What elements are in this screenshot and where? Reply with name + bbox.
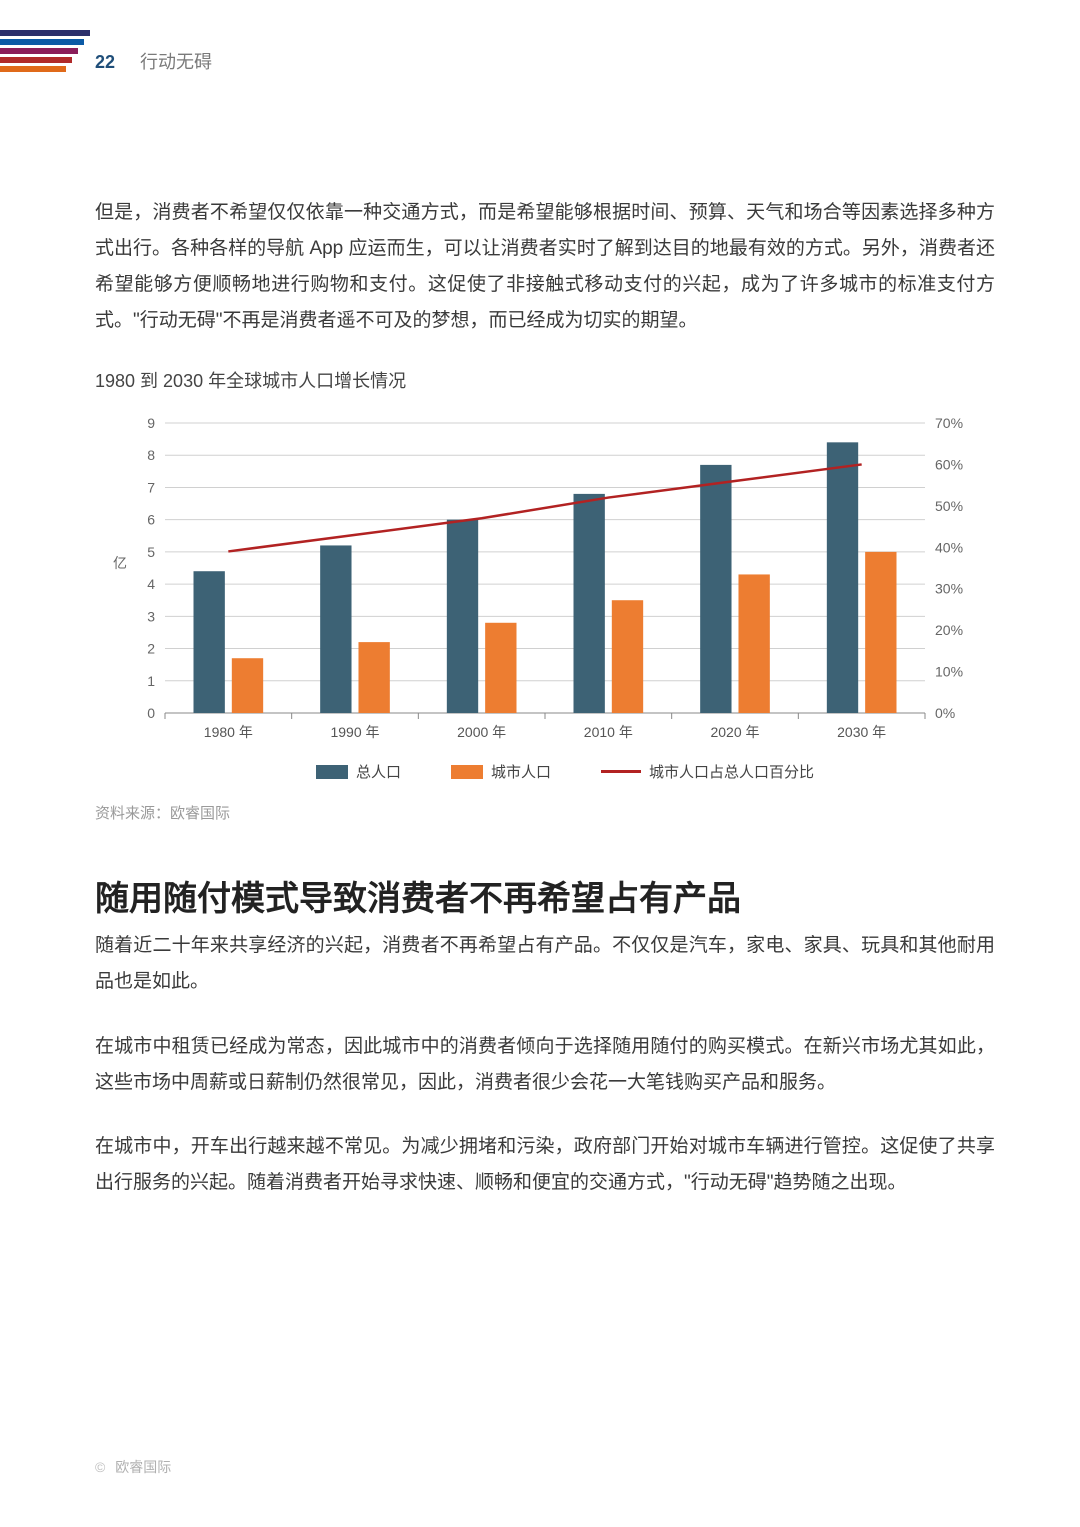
svg-text:8: 8 <box>147 448 155 464</box>
svg-text:50%: 50% <box>935 498 963 514</box>
svg-text:2030 年: 2030 年 <box>837 724 886 740</box>
footer-text: 欧睿国际 <box>115 1459 171 1475</box>
legend-label: 城市人口占总人口百分比 <box>649 761 814 782</box>
legend-line <box>601 770 641 773</box>
chart-legend: 总人口 城市人口 城市人口占总人口百分比 <box>135 761 995 782</box>
chart-title: 1980 到 2030 年全球城市人口增长情况 <box>95 367 995 393</box>
legend-swatch <box>316 765 348 779</box>
svg-text:10%: 10% <box>935 664 963 680</box>
stripe <box>0 57 72 63</box>
section-heading: 随用随付模式导致消费者不再希望占有产品 <box>95 871 995 920</box>
chart-svg: 0 1 2 3 4 5 6 7 8 9 0% 10% 20% 30% 40% 50% 60% 70% 亿 1980 年… <box>95 413 995 753</box>
body-paragraph: 在城市中租赁已经成为常态，因此城市中的消费者倾向于选择随用随付的购买模式。在新兴… <box>95 1029 995 1101</box>
intro-paragraph: 但是，消费者不希望仅仅依靠一种交通方式，而是希望能够根据时间、预算、天气和场合等… <box>95 195 995 339</box>
svg-text:6: 6 <box>147 512 155 528</box>
svg-text:2020 年: 2020 年 <box>710 724 759 740</box>
svg-text:0: 0 <box>147 705 155 721</box>
body-paragraph: 在城市中，开车出行越来越不常见。为减少拥堵和污染，政府部门开始对城市车辆进行管控… <box>95 1129 995 1201</box>
page-header: 22 行动无碍 <box>95 48 212 74</box>
svg-text:60%: 60% <box>935 457 963 473</box>
stripe <box>0 48 78 54</box>
svg-text:70%: 70% <box>935 415 963 431</box>
legend-swatch <box>451 765 483 779</box>
stripe <box>0 39 84 45</box>
stripe <box>0 66 66 72</box>
svg-text:3: 3 <box>147 609 155 625</box>
svg-text:亿: 亿 <box>113 555 127 571</box>
page-footer: © 欧睿国际 <box>95 1457 171 1477</box>
population-chart: 0 1 2 3 4 5 6 7 8 9 0% 10% 20% 30% 40% 50% 60% 70% 亿 1980 年… <box>95 413 995 753</box>
svg-text:7: 7 <box>147 480 155 496</box>
logo-stripes <box>0 30 90 75</box>
legend-item-line: 城市人口占总人口百分比 <box>601 761 814 782</box>
svg-text:40%: 40% <box>935 540 963 556</box>
svg-text:1990 年: 1990 年 <box>330 724 379 740</box>
stripe <box>0 30 90 36</box>
svg-text:5: 5 <box>147 544 155 560</box>
svg-text:2: 2 <box>147 641 155 657</box>
chart-source: 资料来源：欧睿国际 <box>95 802 995 823</box>
svg-text:2010 年: 2010 年 <box>584 724 633 740</box>
svg-text:2000 年: 2000 年 <box>457 724 506 740</box>
copyright-icon: © <box>95 1459 105 1475</box>
section-name: 行动无碍 <box>140 52 212 72</box>
svg-text:30%: 30% <box>935 581 963 597</box>
svg-text:1: 1 <box>147 673 155 689</box>
svg-text:1980 年: 1980 年 <box>204 724 253 740</box>
body-paragraph: 随着近二十年来共享经济的兴起，消费者不再希望占有产品。不仅仅是汽车，家电、家具、… <box>95 928 995 1000</box>
legend-item-urban: 城市人口 <box>451 761 551 782</box>
legend-label: 总人口 <box>356 761 401 782</box>
svg-text:20%: 20% <box>935 623 963 639</box>
svg-text:9: 9 <box>147 415 155 431</box>
svg-text:0%: 0% <box>935 705 955 721</box>
svg-text:4: 4 <box>147 576 155 592</box>
legend-item-total: 总人口 <box>316 761 401 782</box>
page-content: 但是，消费者不希望仅仅依靠一种交通方式，而是希望能够根据时间、预算、天气和场合等… <box>95 195 995 1229</box>
page-number: 22 <box>95 52 115 72</box>
legend-label: 城市人口 <box>491 761 551 782</box>
